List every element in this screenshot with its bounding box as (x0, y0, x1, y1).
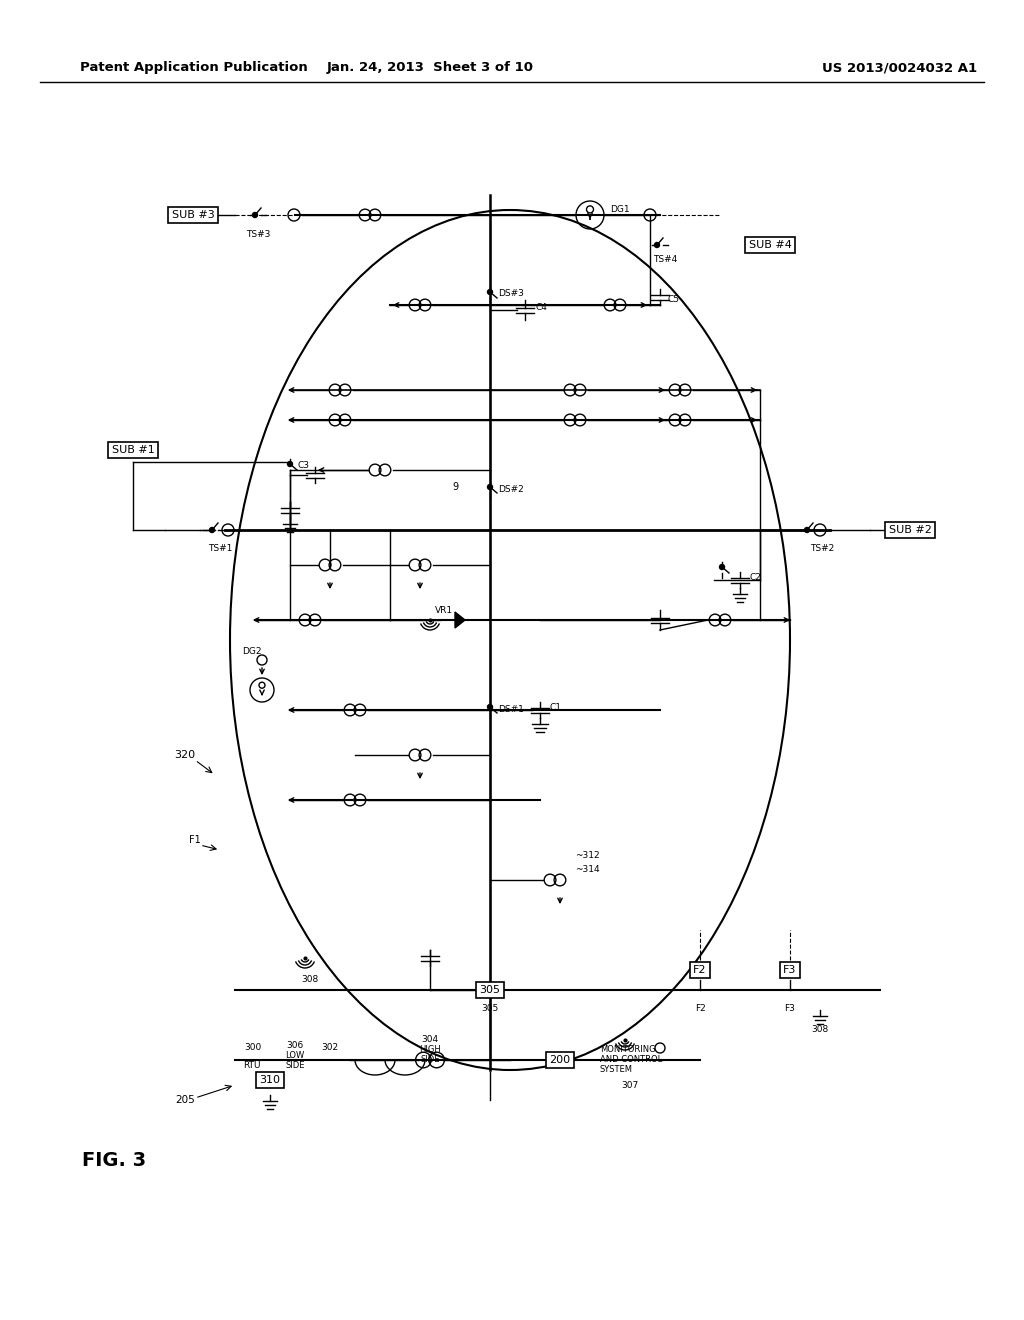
Text: C2: C2 (750, 573, 762, 582)
Text: TS#4: TS#4 (653, 255, 677, 264)
Text: ~314: ~314 (575, 866, 600, 874)
Circle shape (288, 462, 293, 466)
Text: C1: C1 (550, 702, 562, 711)
Text: SYSTEM: SYSTEM (600, 1065, 633, 1074)
Circle shape (210, 528, 214, 532)
Text: 205: 205 (175, 1096, 195, 1105)
Text: SIDE: SIDE (420, 1056, 439, 1064)
Text: TS#3: TS#3 (246, 230, 270, 239)
Text: F2: F2 (693, 965, 707, 975)
Text: HIGH: HIGH (419, 1045, 441, 1055)
Text: F2: F2 (694, 1005, 706, 1012)
Circle shape (487, 289, 493, 294)
Text: DG2: DG2 (243, 648, 262, 656)
Text: 320: 320 (174, 750, 196, 760)
Circle shape (253, 213, 257, 218)
Text: TS#2: TS#2 (810, 544, 835, 553)
Text: 305: 305 (481, 1005, 499, 1012)
Text: LOW: LOW (286, 1051, 304, 1060)
Text: 305: 305 (479, 985, 501, 995)
Text: 306: 306 (287, 1040, 304, 1049)
Text: TS#1: TS#1 (208, 544, 232, 553)
Circle shape (805, 528, 810, 532)
Text: 300: 300 (245, 1044, 261, 1052)
Text: VR1: VR1 (435, 606, 454, 615)
Text: US 2013/0024032 A1: US 2013/0024032 A1 (822, 62, 978, 74)
Text: 9: 9 (452, 482, 458, 492)
Text: DS#2: DS#2 (498, 486, 523, 495)
Text: C4: C4 (535, 304, 547, 313)
Text: AND CONTROL: AND CONTROL (600, 1056, 663, 1064)
Text: Patent Application Publication: Patent Application Publication (80, 62, 308, 74)
Text: SUB #3: SUB #3 (172, 210, 214, 220)
Text: DG1: DG1 (610, 206, 630, 214)
Text: 308: 308 (301, 975, 318, 983)
Text: SIDE: SIDE (286, 1060, 305, 1069)
Text: SUB #1: SUB #1 (112, 445, 155, 455)
Text: 310: 310 (259, 1074, 281, 1085)
Text: C5: C5 (668, 294, 680, 304)
Text: SUB #4: SUB #4 (749, 240, 792, 249)
Circle shape (654, 243, 659, 248)
Text: FIG. 3: FIG. 3 (82, 1151, 146, 1170)
Polygon shape (455, 612, 465, 628)
Circle shape (720, 565, 725, 569)
Text: 304: 304 (422, 1035, 438, 1044)
Text: 308: 308 (811, 1026, 828, 1034)
Text: Jan. 24, 2013  Sheet 3 of 10: Jan. 24, 2013 Sheet 3 of 10 (327, 62, 534, 74)
Text: 200: 200 (550, 1055, 570, 1065)
Circle shape (487, 484, 493, 490)
Text: DS#1: DS#1 (498, 705, 524, 714)
Text: F3: F3 (783, 965, 797, 975)
Text: 302: 302 (322, 1044, 339, 1052)
Text: SUB #2: SUB #2 (889, 525, 932, 535)
Circle shape (487, 705, 493, 710)
Text: MONITORING: MONITORING (600, 1045, 655, 1055)
Text: DS#3: DS#3 (498, 289, 524, 297)
Text: C3: C3 (298, 461, 310, 470)
Text: ~312: ~312 (575, 850, 600, 859)
Text: F3: F3 (784, 1005, 796, 1012)
Text: F1: F1 (189, 836, 201, 845)
Text: RTU: RTU (244, 1061, 261, 1071)
Text: 307: 307 (622, 1081, 639, 1089)
